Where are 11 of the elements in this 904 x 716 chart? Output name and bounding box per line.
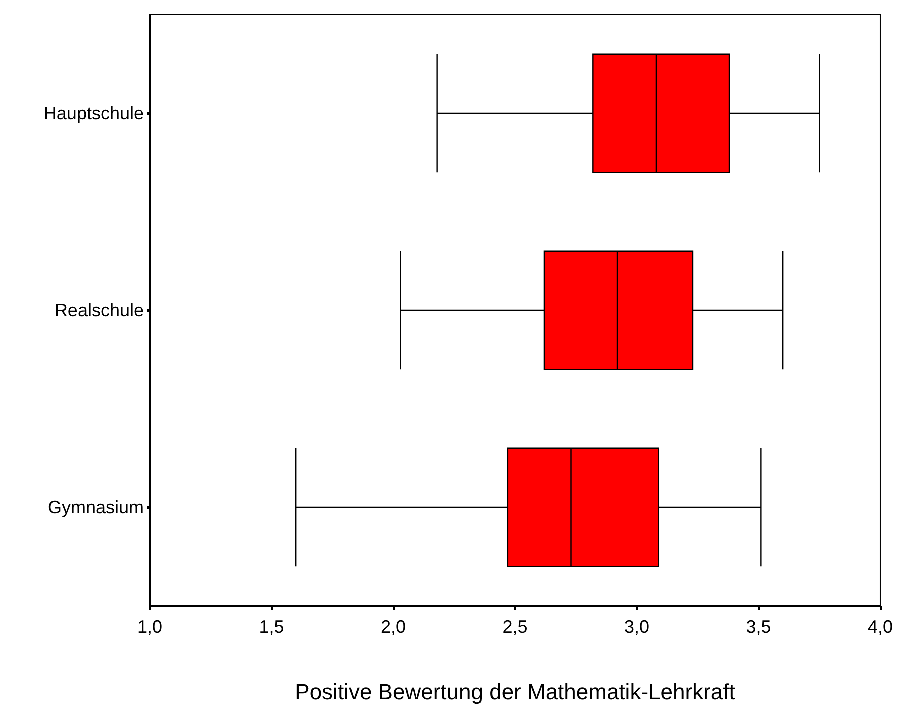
x-tick-label: 2,5 <box>502 617 528 637</box>
x-axis-title: Positive Bewertung der Mathematik-Lehrkraft <box>295 680 736 704</box>
x-tick-label: 4,0 <box>868 617 894 637</box>
x-tick-label: 2,0 <box>380 617 406 637</box>
x-tick-label: 1,0 <box>137 617 163 637</box>
y-tick-label: Hauptschule <box>44 104 144 124</box>
x-tick-label: 3,5 <box>746 617 772 637</box>
x-tick-label: 3,0 <box>624 617 650 637</box>
y-tick-label: Gymnasium <box>48 498 144 518</box>
y-tick-label: Realschule <box>54 300 144 320</box>
x-tick-label: 1,5 <box>259 617 284 637</box>
